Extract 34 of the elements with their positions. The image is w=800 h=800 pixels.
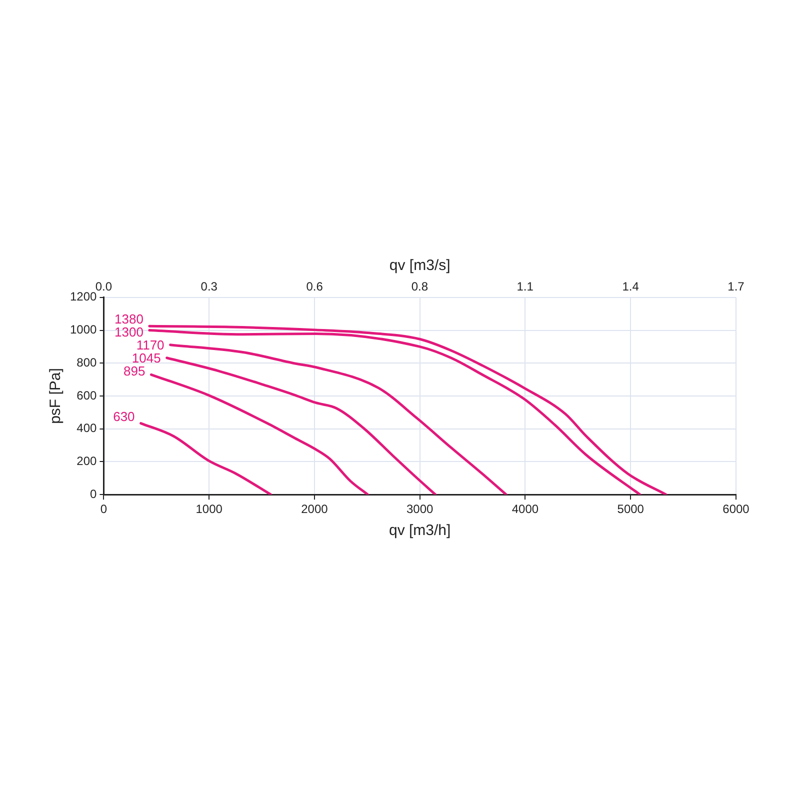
y-tick-label: 600: [76, 388, 98, 402]
series-label: 1170: [136, 338, 164, 353]
line-series: [140, 422, 272, 495]
x2-tick-label: 1.4: [622, 280, 640, 294]
series-label: 1380: [114, 312, 144, 327]
x2-tick-label: 1.7: [728, 280, 745, 294]
y-tick-label: 200: [76, 454, 98, 468]
y-tick-label: 0: [90, 486, 98, 501]
x-tick-label: 3000: [406, 502, 434, 516]
series-label: 630: [113, 408, 135, 424]
y-axis-title: psF [Pa]: [47, 368, 64, 424]
x-tick-label: 4000: [512, 502, 539, 516]
series-label: 895: [124, 364, 146, 379]
x-axis-title: qv [m3/h]: [388, 522, 451, 540]
y-tick-label: 1200: [70, 290, 98, 304]
series-label: 1045: [132, 350, 161, 366]
x2-tick-label: 0.0: [95, 280, 112, 294]
x-tick-label: 2000: [301, 502, 328, 516]
x-tick-label: 0: [100, 502, 108, 516]
x-tick-label: 5000: [617, 502, 644, 516]
x2-tick-label: 0.8: [411, 280, 428, 294]
line-series: [150, 373, 370, 495]
y-tick-label: 400: [76, 421, 98, 436]
series-label: 1300: [114, 324, 144, 340]
x-tick-label: 6000: [722, 502, 750, 516]
y-tick-label: 1000: [70, 322, 98, 337]
line-series: [169, 344, 508, 495]
y-tick-label: 800: [76, 355, 98, 370]
x2-tick-label: 0.3: [200, 280, 218, 294]
line-series: [166, 356, 437, 495]
x2-tick-label: 0.6: [306, 280, 324, 294]
x2-axis-title: qv [m3/s]: [389, 257, 450, 274]
x2-tick-label: 1.1: [516, 280, 534, 294]
x-tick-label: 1000: [196, 502, 223, 516]
